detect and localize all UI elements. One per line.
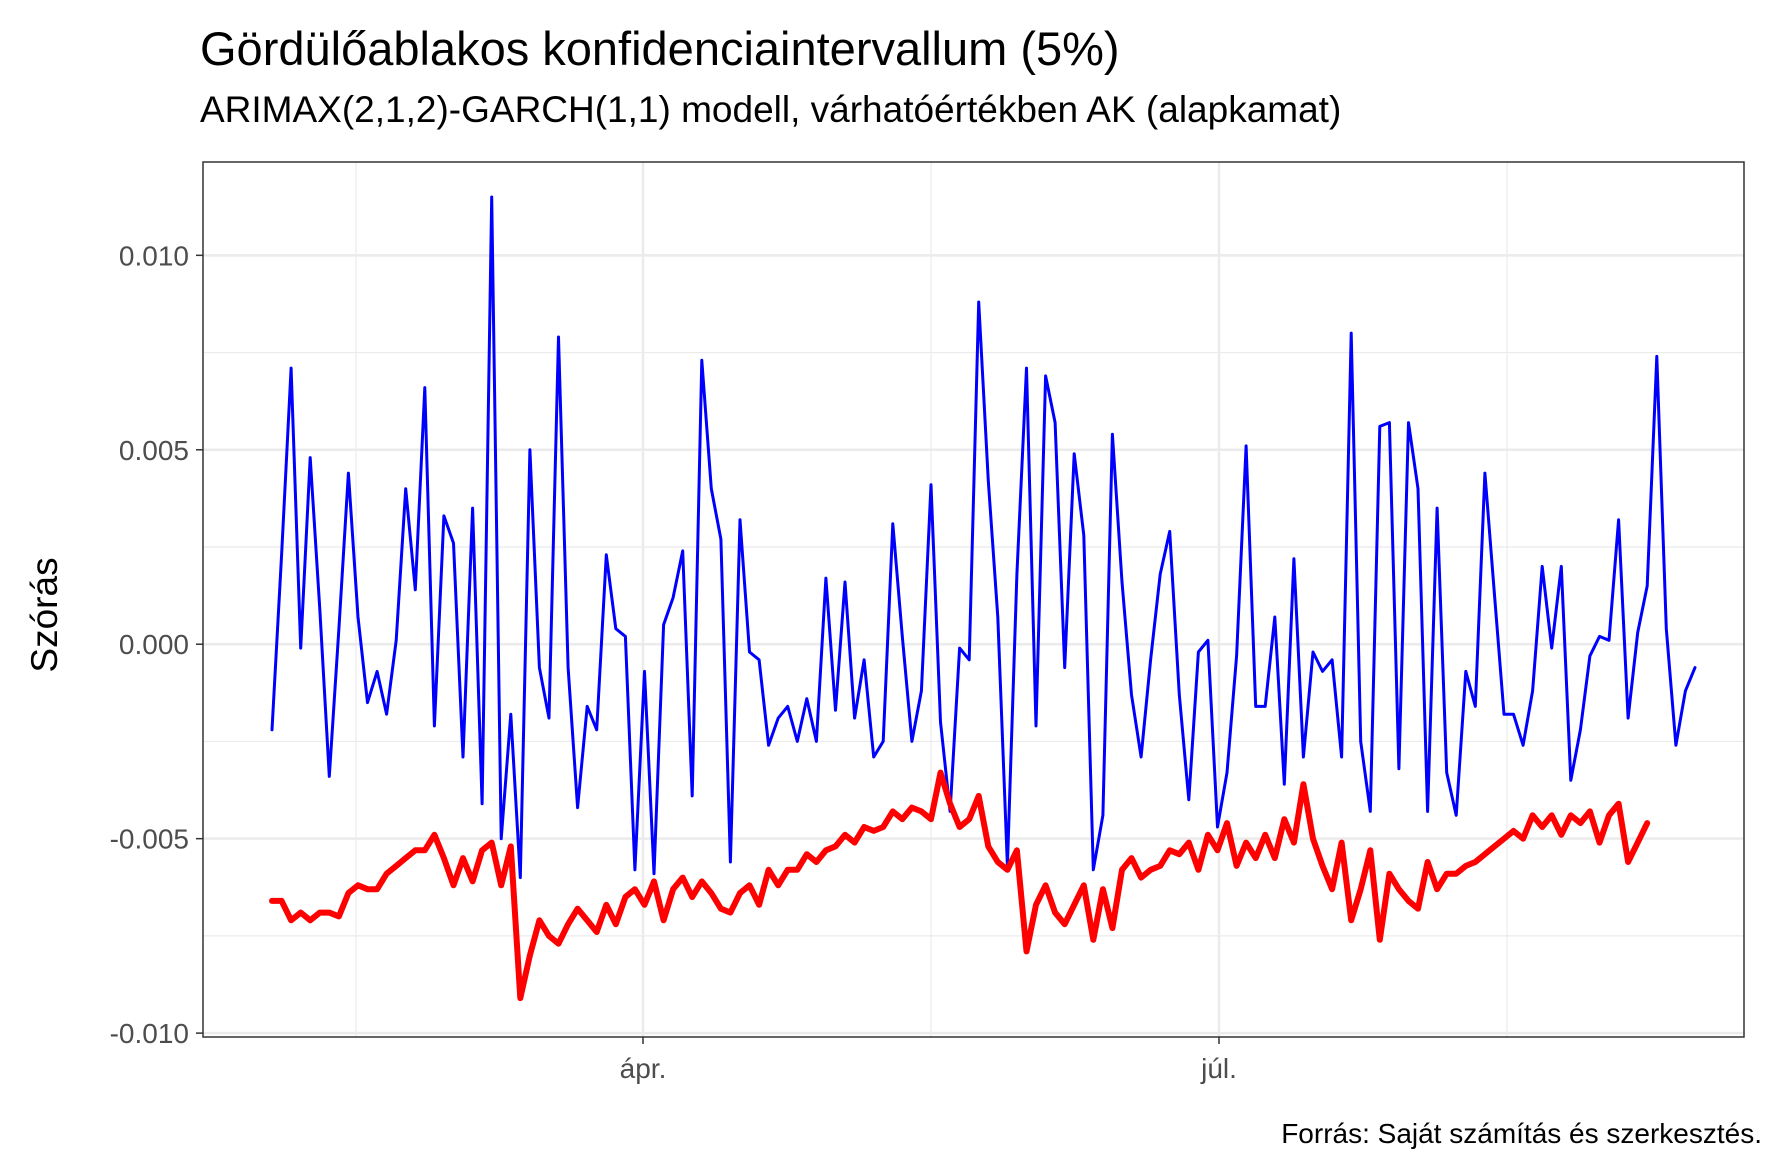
series-line-red [269,769,1651,1002]
y-axis-label: Szórás [24,557,65,672]
caption: Forrás: Saját számítás és szerkesztés. [1281,1118,1762,1149]
chart-title: Gördülőablakos konfidenciaintervallum (5… [200,22,1120,75]
axes: 0.010 0.005 0.000 -0.005 -0.010 ápr. júl. [110,240,1237,1084]
y-tick-label: -0.005 [110,824,189,855]
y-tick-label: 0.000 [119,629,189,660]
y-tick-label: 0.005 [119,435,189,466]
y-tick-label: 0.010 [119,240,189,271]
plot-border [202,161,1745,1038]
plot-panel [203,162,1744,1037]
series-line-blue [270,195,1697,880]
x-tick-label: ápr. [620,1053,667,1084]
x-tick-label: júl. [1200,1053,1237,1084]
series-layer [269,195,1697,1002]
chart-subtitle: ARIMAX(2,1,2)-GARCH(1,1) modell, várható… [200,89,1341,130]
y-tick-label: -0.010 [110,1018,189,1049]
